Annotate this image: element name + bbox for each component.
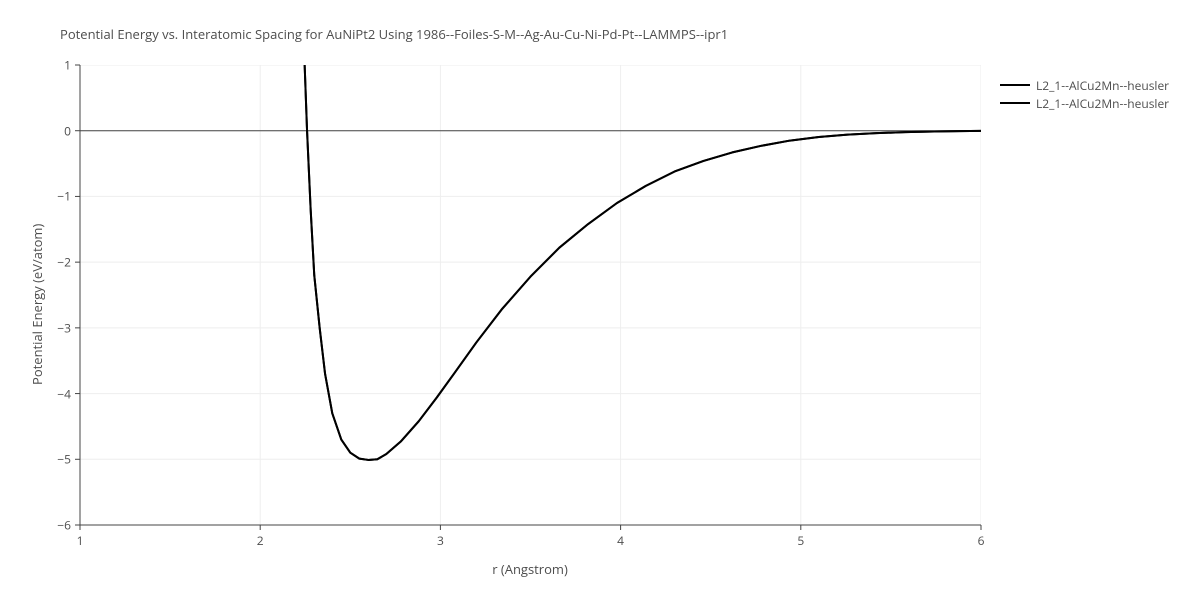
legend-swatch-icon [1000,84,1030,86]
x-tick-label: 5 [797,532,804,549]
legend-label: L2_1--AlCu2Mn--heusler [1036,77,1169,94]
y-tick-label: −2 [57,254,71,271]
legend-swatch-icon [1000,102,1030,104]
legend[interactable]: L2_1--AlCu2Mn--heuslerL2_1--AlCu2Mn--heu… [1000,76,1169,112]
x-tick-label: 1 [77,532,84,549]
y-tick-label: 0 [64,122,71,139]
x-tick-label: 4 [617,532,624,549]
y-tick-label: −5 [57,451,71,468]
chart-container: { "chart": { "type": "line", "title_text… [0,0,1200,600]
y-tick-label: −3 [57,319,71,336]
x-tick-label: 2 [257,532,264,549]
legend-label: L2_1--AlCu2Mn--heusler [1036,95,1169,112]
legend-item[interactable]: L2_1--AlCu2Mn--heusler [1000,94,1169,112]
legend-item[interactable]: L2_1--AlCu2Mn--heusler [1000,76,1169,94]
x-tick-label: 6 [978,532,985,549]
y-tick-label: −4 [57,385,71,402]
x-tick-label: 3 [437,532,444,549]
y-tick-label: 1 [64,57,71,74]
y-tick-label: −1 [57,188,71,205]
y-tick-label: −6 [57,517,71,534]
